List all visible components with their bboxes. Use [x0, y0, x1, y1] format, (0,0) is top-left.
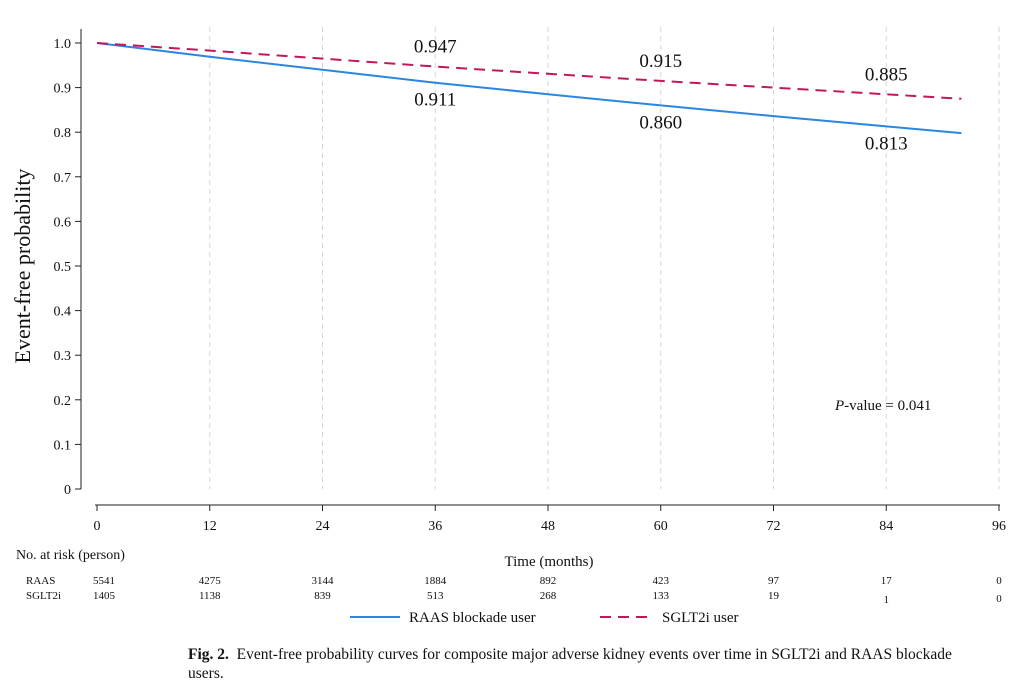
- risk-value-raas-36: 1884: [424, 575, 447, 587]
- y-tick-label-0.5: 0.5: [54, 260, 72, 275]
- p-value-prefix: P: [834, 398, 844, 414]
- x-tick-label-12: 12: [203, 519, 217, 534]
- risk-value-raas-96: 0: [996, 575, 1002, 587]
- risk-value-sglt2i-84: 1: [884, 594, 890, 606]
- risk-value-raas-24: 3144: [312, 575, 335, 587]
- x-tick-labels: 0 12 24 36 48 60 72 84 96: [94, 519, 1007, 534]
- survival-curves: [96, 42, 962, 135]
- risk-value-sglt2i-48: 268: [540, 590, 557, 602]
- p-value-label: P-value = 0.041: [834, 398, 931, 414]
- annotation-sglt2i-60: 0.915: [639, 51, 682, 72]
- y-axis-label: Event-free probability: [10, 169, 35, 364]
- y-tick-label-1.0: 1.0: [54, 37, 72, 52]
- annotation-raas-84: 0.813: [865, 133, 908, 154]
- figure-caption: Fig. 2. Event-free probability curves fo…: [188, 645, 988, 683]
- legend-label-raas: RAAS blockade user: [409, 610, 536, 626]
- risk-value-raas-48: 892: [540, 575, 557, 587]
- x-tick-label-84: 84: [879, 519, 893, 534]
- y-tick-label-0.1: 0.1: [54, 438, 72, 453]
- risk-value-sglt2i-36: 513: [427, 590, 444, 602]
- risk-value-raas-12: 4275: [199, 575, 222, 587]
- y-tick-labels: 0 0.1 0.2 0.3 0.4 0.5 0.6 0.7 0.8 0.9 1.0: [54, 37, 72, 498]
- risk-value-sglt2i-72: 19: [768, 590, 780, 602]
- risk-value-raas-60: 423: [653, 575, 670, 587]
- gridlines: [209, 27, 1000, 489]
- risk-value-sglt2i-96: 0: [996, 593, 1002, 605]
- y-tick-label-0.7: 0.7: [54, 171, 72, 186]
- x-tick-label-60: 60: [654, 519, 668, 534]
- risk-value-raas-0: 5541: [93, 575, 115, 587]
- km-chart: 0 0.1 0.2 0.3 0.4 0.5 0.6 0.7 0.8 0.9 1.0 0 12 24 36 4…: [10, 27, 1007, 626]
- risk-value-sglt2i-24: 839: [314, 590, 331, 602]
- risk-label-sglt2i: SGLT2i: [26, 590, 61, 602]
- x-tick-label-36: 36: [428, 519, 442, 534]
- annotation-sglt2i-84: 0.885: [865, 64, 908, 85]
- risk-label-raas: RAAS: [26, 575, 55, 587]
- annotation-raas-60: 0.860: [639, 112, 682, 133]
- x-tick-label-0: 0: [94, 519, 101, 534]
- annotation-sglt2i-36: 0.947: [414, 37, 457, 58]
- risk-value-raas-72: 97: [768, 575, 780, 587]
- risk-value-sglt2i-60: 133: [653, 590, 670, 602]
- p-value-text: -value = 0.041: [844, 398, 931, 414]
- risk-table: RAAS 5541 4275 3144 1884 892 423 97 17 0 SGLT2i 140…: [26, 575, 1002, 606]
- x-tick-label-24: 24: [316, 519, 330, 534]
- risk-value-sglt2i-0: 1405: [93, 590, 116, 602]
- y-tick-label-0.3: 0.3: [54, 349, 72, 364]
- y-tick-label-0.9: 0.9: [54, 82, 72, 97]
- x-tick-label-96: 96: [992, 519, 1006, 534]
- caption-text: Event-free probability curves for compos…: [188, 646, 952, 682]
- axes: [75, 29, 1000, 511]
- y-tick-label-0.8: 0.8: [54, 126, 72, 141]
- y-tick-label-0.6: 0.6: [54, 215, 72, 230]
- caption-label: Fig. 2.: [188, 646, 229, 663]
- legend: RAAS blockade user SGLT2i user: [350, 610, 739, 626]
- y-tick-label-0.4: 0.4: [54, 305, 72, 320]
- curve-sglt2i: [96, 42, 962, 100]
- legend-label-sglt2i: SGLT2i user: [662, 610, 739, 626]
- risk-value-raas-84: 17: [881, 575, 893, 587]
- curve-annotations: 0.947 0.911 0.915 0.860 0.885 0.813: [414, 37, 908, 155]
- curve-raas: [96, 42, 962, 135]
- risk-table-header: No. at risk (person): [16, 548, 125, 563]
- x-tick-label-72: 72: [767, 519, 781, 534]
- annotation-raas-36: 0.911: [414, 90, 456, 111]
- y-tick-label-0: 0: [64, 483, 71, 498]
- risk-value-sglt2i-12: 1138: [199, 590, 221, 602]
- y-tick-label-0.2: 0.2: [54, 394, 72, 409]
- x-tick-label-48: 48: [541, 519, 555, 534]
- x-axis-label: Time (months): [504, 554, 593, 570]
